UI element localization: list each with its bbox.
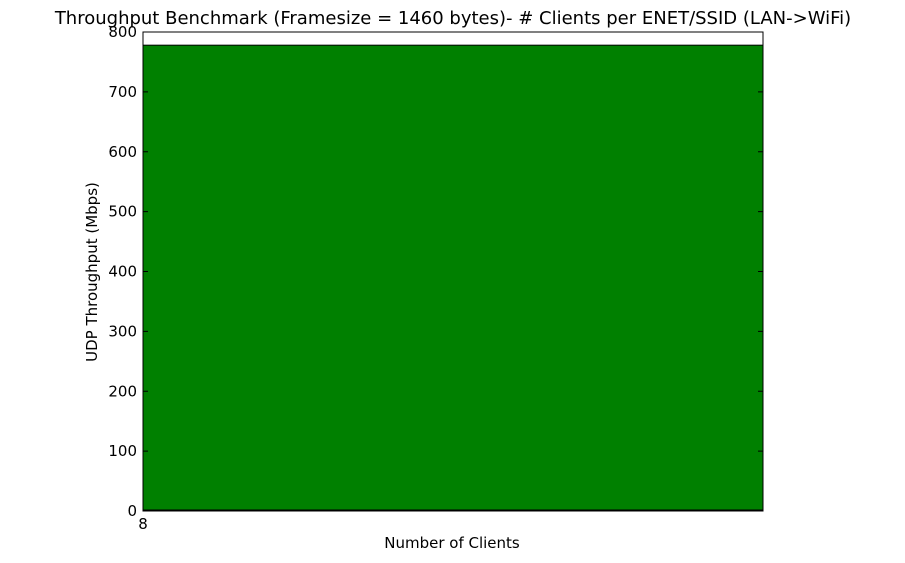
- y-axis-label: UDP Throughput (Mbps): [83, 182, 101, 362]
- bar-8: [142, 44, 764, 511]
- y-tick-label-600: 600: [108, 143, 137, 161]
- y-tick-label-400: 400: [108, 263, 137, 281]
- y-tick-label-0: 0: [127, 502, 137, 520]
- x-tick-label-8: 8: [138, 515, 148, 533]
- y-tick-label-100: 100: [108, 442, 137, 460]
- chart-title: Throughput Benchmark (Framesize = 1460 b…: [54, 8, 851, 29]
- plot-area: 0 100 200 300 400 500 600 700 800 8: [108, 23, 764, 533]
- x-axis-label: Number of Clients: [384, 534, 520, 552]
- y-tick-label-700: 700: [108, 83, 137, 101]
- y-tick-label-500: 500: [108, 203, 137, 221]
- y-tick-label-300: 300: [108, 322, 137, 340]
- y-tick-label-200: 200: [108, 382, 137, 400]
- y-tick-label-800: 800: [108, 23, 137, 41]
